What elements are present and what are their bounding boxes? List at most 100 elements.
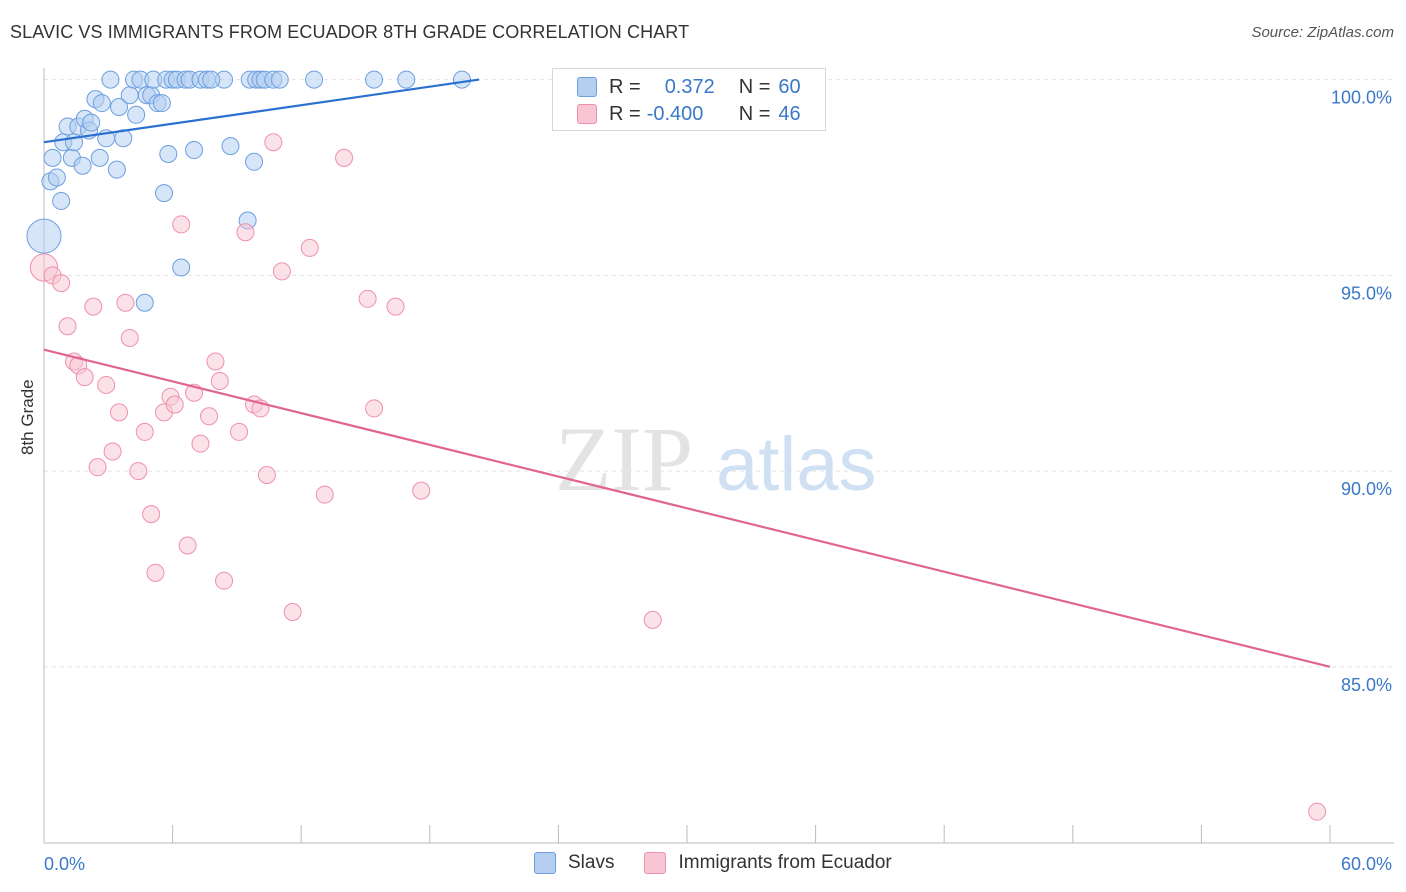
point-slavs [73,156,92,175]
source-label: Source: ZipAtlas.com [1251,24,1394,41]
point-slavs [172,258,191,277]
tick-labels: 100.0% 95.0% 90.0% 85.0% 0.0% 60.0% [44,88,1392,874]
point-slavs [397,70,416,89]
watermark-atlas: atlas [716,422,877,507]
point-slavs [82,113,101,132]
point-slavs [221,137,240,156]
legend-n-label: N = [738,75,771,98]
x-tick-label: 0.0% [44,854,85,874]
point-ecuador [165,395,184,414]
legend-n-value-slavs: 60 [778,75,801,98]
point-slavs [202,70,221,89]
point-ecuador [257,465,276,484]
point-ecuador [412,481,431,500]
point-slavs [120,86,139,105]
point-ecuador [58,317,77,336]
point-ecuador [215,571,234,590]
point-slavs [185,141,204,160]
point-slavs [305,70,324,89]
point-slavs [107,160,126,179]
point-ecuador [97,375,116,394]
point-slavs [52,191,71,210]
point-ecuador [103,442,122,461]
legend-swatch-slavs [577,77,597,97]
point-ecuador [365,399,384,418]
point-ecuador [358,289,377,308]
y-tick-label: 90.0% [1341,479,1392,499]
point-ecuador [178,536,197,555]
point-slavs [365,70,384,89]
x-tick-label: 60.0% [1341,854,1392,874]
point-ecuador [210,372,229,391]
point-ecuador [75,368,94,387]
point-slavs [152,94,171,113]
watermark-zip: ZIP [555,408,693,510]
point-ecuador [146,563,165,582]
point-slavs [26,218,62,254]
legend-swatch-ecuador [644,852,667,874]
series-legend: Slavs Immigrants from Ecuador [534,852,922,874]
legend-r-label: R = [609,102,641,125]
legend-label-slavs: Slavs [568,852,615,873]
point-ecuador [264,133,283,152]
point-slavs [90,148,109,167]
y-tick-label: 85.0% [1341,675,1392,695]
point-slavs [47,168,66,187]
legend-r-value-ecuador: -0.400 [646,102,704,125]
trend-line-slavs [43,78,480,144]
y-axis-label: 8th Grade [18,379,37,455]
point-ecuador [206,352,225,371]
legend-label-ecuador: Immigrants from Ecuador [678,852,892,873]
legend-item-ecuador: Immigrants from Ecuador [644,852,892,874]
point-ecuador [315,485,334,504]
point-slavs [452,70,471,89]
point-ecuador [1308,802,1327,821]
point-ecuador [191,434,210,453]
watermark: ZIP atlas [555,408,877,510]
legend-n-label: N = [738,102,771,125]
legend-row-slavs: R = 0.372 N = 60 [577,75,801,99]
point-slavs [159,144,178,163]
chart-title: SLAVIC VS IMMIGRANTS FROM ECUADOR 8TH GR… [10,22,690,42]
point-ecuador [120,328,139,347]
point-slavs [101,70,120,89]
legend-row-ecuador: R = -0.400 N = 46 [577,102,801,126]
point-ecuador [129,462,148,481]
point-ecuador [116,293,135,312]
point-ecuador [142,505,161,524]
point-slavs [245,152,264,171]
point-slavs [270,70,289,89]
point-ecuador [230,422,249,441]
point-ecuador [200,407,219,426]
point-ecuador [300,238,319,257]
correlation-legend: R = 0.372 N = 60 R = -0.400 N = 46 [552,68,826,131]
y-tick-label: 100.0% [1331,88,1392,108]
trend-line-ecuador [43,348,1331,668]
legend-n-value-ecuador: 46 [778,102,801,125]
point-slavs [110,97,129,116]
point-ecuador [335,148,354,167]
trend-lines [43,78,1331,668]
legend-item-slavs: Slavs [534,852,614,874]
point-ecuador [110,403,129,422]
point-ecuador [283,603,302,622]
y-tick-label: 95.0% [1341,283,1392,303]
legend-r-value-slavs: 0.372 [664,75,715,98]
point-slavs [92,94,111,113]
data-points [26,70,1327,821]
gridlines [44,79,1395,668]
point-slavs [127,105,146,124]
legend-swatch-slavs [534,852,556,874]
point-ecuador [386,297,405,316]
point-ecuador [88,458,107,477]
point-ecuador [643,610,662,629]
point-slavs [135,293,154,312]
point-ecuador [172,215,191,234]
point-ecuador [272,262,291,281]
point-ecuador [236,223,255,242]
point-slavs [43,148,62,167]
point-ecuador [135,422,154,441]
point-slavs [155,184,174,203]
legend-swatch-ecuador [577,104,597,124]
